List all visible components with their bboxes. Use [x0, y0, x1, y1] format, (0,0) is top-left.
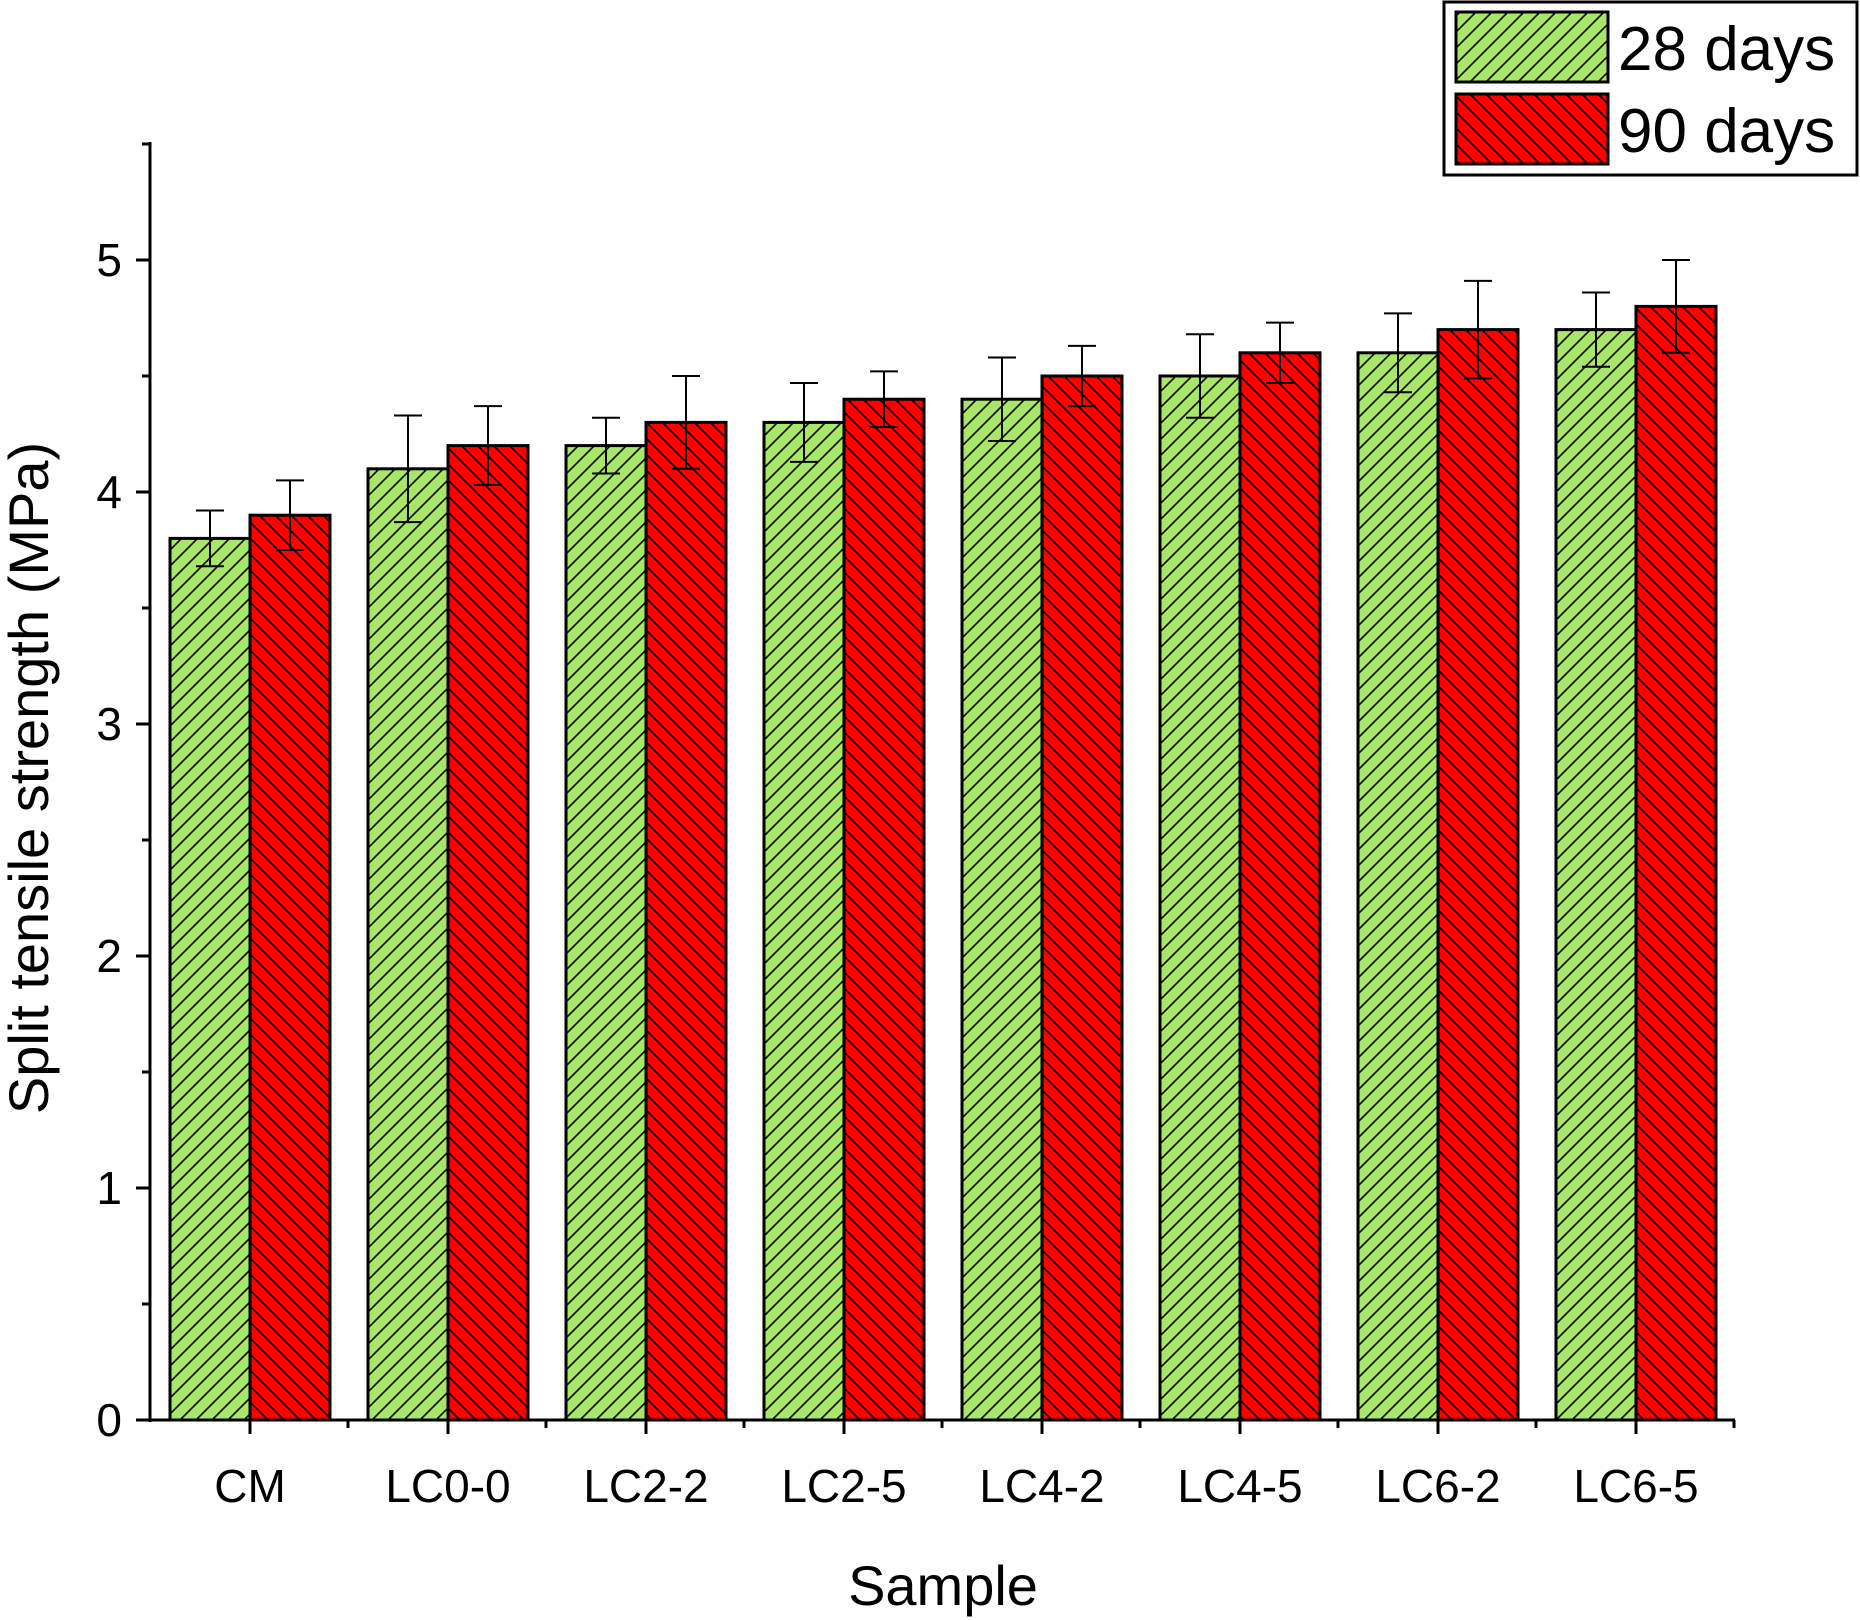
axes-layer: 0 1 2 3 4 5 CM LC0-0 LC2-2 LC2-5 LC4-2 LC4-5 LC6-2 LC… [96, 142, 1736, 1512]
x-tick-label-LC6-5: LC6-5 [1573, 1460, 1698, 1512]
legend-label-28d: 28 days [1618, 15, 1835, 84]
error-bar-28d-LC4-5 [1186, 333, 1214, 419]
bar-90d-LC4-2 [1040, 374, 1124, 1422]
y-tick-label: 4 [96, 466, 122, 518]
x-tick-label-LC4-2: LC4-2 [979, 1460, 1104, 1512]
error-bar-28d-CM [196, 509, 224, 568]
y-tick-label: 1 [96, 1162, 122, 1214]
error-bar-90d-LC4-5 [1266, 321, 1294, 384]
bar-28d-LC6-2 [1356, 351, 1440, 1422]
bar-28d-LC4-2 [960, 397, 1044, 1422]
y-tick-label: 2 [96, 930, 122, 982]
error-bar-28d-LC4-2 [988, 356, 1016, 442]
y-tick-label: 3 [96, 698, 122, 750]
x-tick-label-LC2-5: LC2-5 [781, 1460, 906, 1512]
legend: 28 days 90 days [1442, 0, 1859, 177]
bar-28d-LC0-0 [366, 467, 450, 1422]
legend-label-90d: 90 days [1618, 97, 1835, 166]
bar-28d-LC2-2 [564, 444, 648, 1422]
x-tick-label-CM: CM [214, 1460, 286, 1512]
bar-90d-LC0-0 [446, 444, 530, 1422]
bar-90d-LC6-2 [1436, 328, 1520, 1422]
x-tick-label-LC6-2: LC6-2 [1375, 1460, 1500, 1512]
error-bar-90d-CM [276, 479, 304, 551]
y-tick-label: 5 [96, 234, 122, 286]
bar-28d-LC6-5 [1554, 328, 1638, 1422]
error-bar-90d-LC6-2 [1464, 279, 1492, 380]
error-bar-90d-LC2-2 [672, 375, 700, 470]
x-axis-title: Sample [848, 1554, 1038, 1617]
x-tick-label-LC0-0: LC0-0 [385, 1460, 510, 1512]
error-bar-28d-LC2-5 [790, 381, 818, 463]
error-bar-28d-LC6-5 [1582, 291, 1610, 368]
y-axis-title: Split tensile strength (MPa) [0, 442, 60, 1114]
x-tick-label-LC2-2: LC2-2 [583, 1460, 708, 1512]
error-bar-90d-LC6-5 [1662, 259, 1690, 354]
bar-28d-CM [168, 536, 252, 1422]
bar-90d-LC6-5 [1634, 304, 1718, 1422]
bar-90d-CM [248, 513, 332, 1422]
y-tick-label: 0 [96, 1394, 122, 1446]
bar-90d-LC4-5 [1238, 351, 1322, 1422]
bar-90d-LC2-2 [644, 420, 728, 1422]
bars-layer [168, 304, 1718, 1422]
error-bar-90d-LC2-5 [870, 370, 898, 429]
error-bars-layer [196, 259, 1690, 568]
legend-swatch-28d [1454, 10, 1610, 84]
x-tick-label-LC4-5: LC4-5 [1177, 1460, 1302, 1512]
bar-90d-LC2-5 [842, 397, 926, 1422]
bar-28d-LC2-5 [762, 420, 846, 1422]
error-bar-28d-LC0-0 [394, 414, 422, 524]
error-bar-90d-LC0-0 [474, 405, 502, 487]
bar-28d-LC4-5 [1158, 374, 1242, 1422]
error-bar-28d-LC2-2 [592, 416, 620, 475]
legend-swatch-90d [1454, 92, 1610, 166]
error-bar-90d-LC4-2 [1068, 344, 1096, 408]
error-bar-28d-LC6-2 [1384, 312, 1412, 394]
